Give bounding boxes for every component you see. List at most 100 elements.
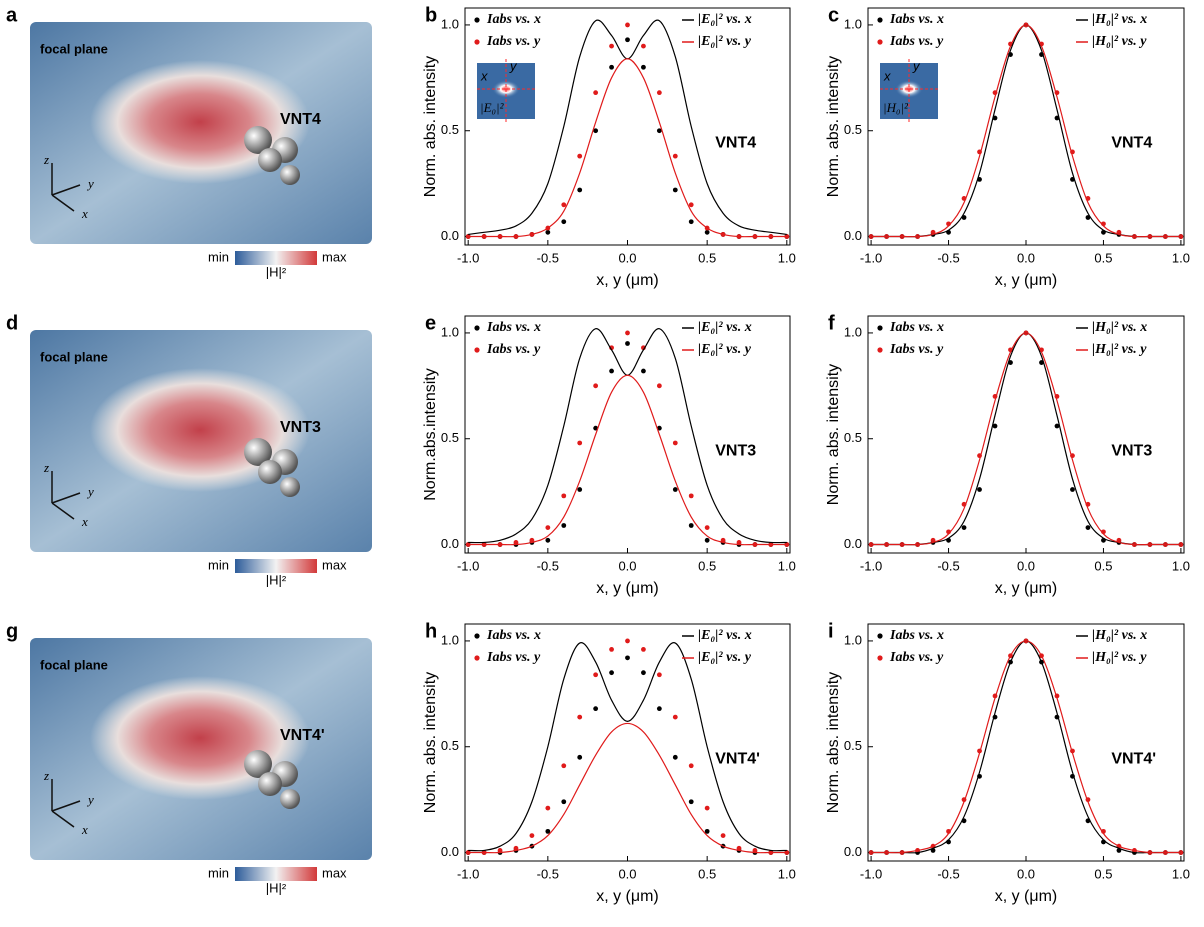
data-point [577,153,583,159]
data-point [641,646,646,652]
x-tick-label: 0.5 [698,558,716,573]
legend-swatch [474,655,480,661]
inset-y-label: y [912,58,921,73]
annotation: VNT4' [1111,750,1156,767]
panel-letter: f [828,312,835,334]
data-point [688,202,694,208]
data-point [704,805,710,811]
axis-label: y [86,792,94,807]
x-tick-label: -1.0 [860,866,882,881]
legend-swatch [474,633,480,639]
x-tick-label: 0.0 [618,250,636,265]
colorbar [235,559,317,573]
data-point [688,493,694,499]
y-tick-label: 1.0 [844,16,862,31]
legend-label: |E₀|² vs. x [698,12,752,27]
axis-label: y [86,176,94,191]
legend-swatch [474,39,480,45]
legend-swatch [474,347,480,353]
data-point [1085,525,1091,531]
annotation: VNT3 [1111,442,1152,459]
x-tick-label: 0.0 [1017,250,1035,265]
x-tick-label: 1.0 [1172,250,1190,265]
x-tick-label: -0.5 [937,558,959,573]
legend-label: Iabs vs. y [486,342,541,357]
x-tick-label: 1.0 [778,866,796,881]
data-point [688,799,694,805]
x-tick-label: -1.0 [457,866,479,881]
inset-x-label: x [480,68,488,83]
y-tick-label: 0.0 [441,536,459,551]
legend-label: Iabs vs. x [889,628,944,643]
data-point [545,828,551,834]
plane-label: focal plane [40,349,108,364]
y-tick-label: 1.0 [844,324,862,339]
data-point [609,646,614,652]
annotation: VNT4 [1111,134,1152,151]
data-point [688,763,694,769]
panel-letter: i [828,620,834,642]
axis-arrow [51,810,75,828]
legend-label: Iabs vs. x [486,12,541,27]
data-point [688,219,694,225]
panel-letter: h [425,620,437,642]
legend-label: Iabs vs. y [486,34,541,49]
colorbar-max: max [322,557,347,572]
x-tick-label: -1.0 [860,558,882,573]
data-point [625,655,630,661]
data-point [609,64,614,70]
data-point [656,706,662,712]
data-point [561,523,567,528]
data-point [672,714,678,720]
data-point [497,848,503,853]
y-axis-label: Norm.abs.intensity [422,368,439,501]
colorbar [235,867,317,881]
line-series [468,642,787,852]
y-tick-label: 0.5 [844,430,862,445]
nanoparticle [244,750,272,778]
data-point [656,128,662,134]
x-tick-label: -0.5 [937,250,959,265]
legend-label: Iabs vs. x [889,320,944,335]
nanoparticle [244,438,272,466]
panel-letter: b [425,4,437,26]
legend-swatch [877,633,883,639]
y-axis-label: Norm. abs. intensity [825,56,842,197]
x-axis-label: x, y (μm) [995,580,1058,597]
legend-swatch [877,39,883,45]
legend-label: Iabs vs. y [889,34,944,49]
y-tick-label: 1.0 [441,324,459,339]
axis-label: x [81,514,88,529]
nanoparticle [258,460,282,484]
x-tick-label: 0.0 [1017,558,1035,573]
legend-label: Iabs vs. y [486,650,541,665]
data-point [625,341,630,346]
data-point [641,43,646,49]
x-tick-label: -0.5 [537,558,559,573]
x-axis-label: x, y (μm) [995,272,1058,289]
x-tick-label: 1.0 [778,558,796,573]
legend-label: |H₀|² vs. y [1092,342,1147,357]
panel-letter: g [6,620,18,642]
data-point [656,672,662,678]
y-tick-label: 0.0 [441,228,459,243]
nanoparticle [280,789,300,809]
colorbar-max: max [322,249,347,264]
data-point [625,37,630,43]
x-tick-label: 1.0 [778,250,796,265]
data-point [992,423,998,429]
data-point [641,368,646,374]
data-point [561,493,567,499]
data-point [704,828,710,834]
y-tick-label: 0.5 [441,430,459,445]
inset: x y |E₀|² [477,58,535,123]
inset-y-label: y [509,58,518,73]
y-axis-label: Norm. abs. intensity [422,56,439,197]
legend-swatch [877,17,883,23]
inset-x-label: x [883,68,891,83]
axis-label: x [81,206,88,221]
data-point [577,714,583,720]
line-series [468,58,787,238]
legend-label: |H₀|² vs. x [1092,12,1147,27]
line-series [871,640,1181,854]
